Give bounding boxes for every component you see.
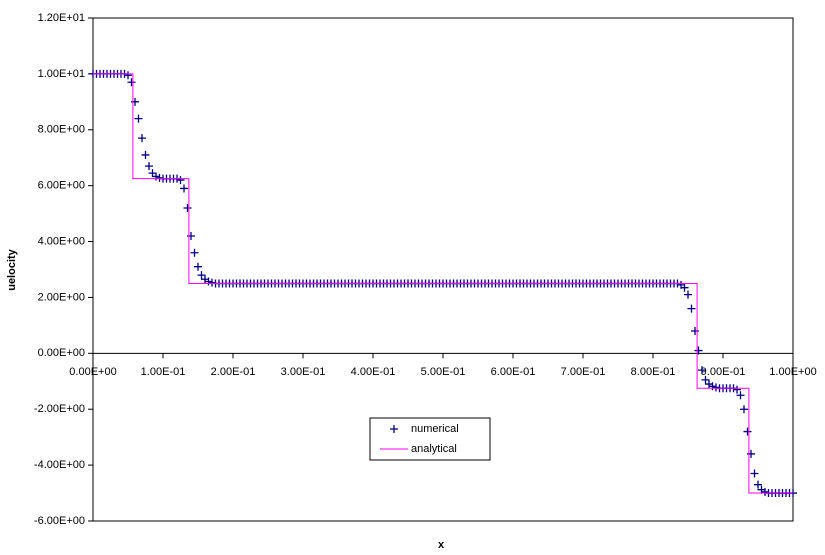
point: [680, 283, 689, 292]
y-tick-label: 1.00E+01: [38, 68, 85, 80]
line: [93, 73, 793, 494]
point: [754, 480, 762, 489]
y-tick-label: -2.00E+00: [34, 403, 85, 415]
point: [190, 248, 199, 257]
plot-area: [92, 17, 794, 522]
point: [124, 71, 132, 80]
point: [743, 427, 752, 436]
point: [155, 173, 164, 182]
x-tick-label: 5.00E-01: [421, 366, 466, 378]
y-tick-label: 0.00E+00: [38, 347, 85, 359]
x-tick-label: 7.00E-01: [561, 366, 606, 378]
point: [194, 262, 202, 271]
point: [698, 366, 706, 375]
point: [684, 290, 692, 299]
point: [687, 304, 696, 313]
point: [740, 405, 748, 414]
point: [712, 383, 720, 392]
y-tick-label: 8.00E+00: [38, 124, 85, 136]
point: [701, 375, 710, 384]
x-tick-label: 3.00E-01: [281, 366, 326, 378]
x-tick-label: 1.00E-01: [141, 366, 186, 378]
y-axis-title: uelocity: [6, 248, 18, 290]
point: [131, 97, 139, 106]
y-tick-label: 1.20E+01: [38, 12, 85, 24]
point: [183, 204, 192, 213]
y-tick-label: -6.00E+00: [34, 515, 85, 527]
point: [750, 469, 759, 478]
x-tick-label: 9.00E-01: [701, 366, 746, 378]
x-axis-title: x: [438, 539, 445, 551]
point: [148, 169, 157, 178]
legend: numerical analytical: [369, 417, 491, 461]
point: [708, 382, 717, 391]
y-tick-label: -4.00E+00: [34, 459, 85, 471]
point: [197, 271, 206, 280]
legend-label: analytical: [411, 443, 457, 455]
point: [145, 162, 153, 171]
point: [733, 385, 741, 394]
point: [736, 391, 745, 400]
point: [204, 277, 213, 286]
legend-label: numerical: [411, 423, 459, 435]
point: [138, 134, 146, 143]
y-tick-label: 2.00E+00: [38, 291, 85, 303]
point: [761, 487, 769, 496]
point: [127, 78, 136, 87]
x-tick-label: 6.00E-01: [491, 366, 536, 378]
point: [187, 231, 195, 240]
point: [141, 150, 150, 159]
x-tick-label: 8.00E-01: [631, 366, 676, 378]
point: [134, 114, 143, 123]
legend-box: [369, 417, 491, 461]
point: [208, 278, 216, 287]
x-tick-label: 4.00E-01: [351, 366, 396, 378]
point: [694, 346, 703, 355]
point: [176, 176, 185, 185]
legend-marker: [390, 425, 398, 433]
y-tick-label: 6.00E+00: [38, 180, 85, 192]
point: [691, 326, 699, 335]
x-tick-label: 1.00E+00: [769, 366, 816, 378]
y-tick-label: 4.00E+00: [38, 235, 85, 247]
point: [747, 449, 755, 458]
point: [180, 184, 188, 193]
x-tick-label: 2.00E-01: [211, 366, 256, 378]
x-tick-label: 0.00E+00: [69, 366, 116, 378]
